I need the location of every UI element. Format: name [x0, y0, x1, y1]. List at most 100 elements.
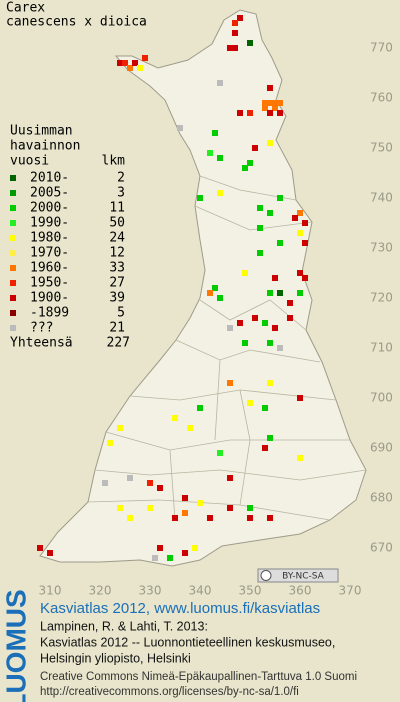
occurrence-square [212, 130, 218, 136]
legend-count: 27 [109, 276, 125, 291]
occurrence-square [197, 405, 203, 411]
occurrence-square [242, 340, 248, 346]
legend-swatch [10, 325, 16, 331]
occurrence-square [182, 550, 188, 556]
occurrence-square [197, 500, 203, 506]
occurrence-square [267, 380, 273, 386]
occurrence-square [277, 290, 283, 296]
y-tick-label: 760 [370, 91, 393, 105]
occurrence-square [292, 215, 298, 221]
occurrence-square [157, 485, 163, 491]
license-badge-text: BY-NC-SA [282, 572, 325, 582]
occurrence-square [262, 445, 268, 451]
legend-swatch [10, 250, 16, 256]
y-tick-label: 750 [370, 141, 393, 155]
occurrence-square [182, 495, 188, 501]
occurrence-square [247, 515, 253, 521]
occurrence-square [267, 85, 273, 91]
legend-label: 2010- [30, 171, 69, 186]
occurrence-square [277, 345, 283, 351]
occurrence-square [147, 480, 153, 486]
occurrence-square [247, 400, 253, 406]
occurrence-square [267, 290, 273, 296]
occurrence-square [227, 505, 233, 511]
legend-count: 21 [109, 321, 125, 336]
legend-swatch [10, 280, 16, 286]
y-tick-label: 720 [370, 291, 393, 305]
title-line: canescens x dioica [6, 15, 147, 30]
occurrence-square [102, 480, 108, 486]
region-borders [87, 175, 367, 521]
license-line: Creative Commons Nimeä-Epäkaupallinen-Ta… [40, 671, 357, 683]
y-tick-label: 710 [370, 341, 393, 355]
legend-heading: Uusimman [10, 124, 73, 139]
legend-heading: havainnon [10, 139, 80, 154]
legend-swatch [10, 295, 16, 301]
occurrence-square [227, 475, 233, 481]
x-tick-label: 370 [339, 584, 362, 598]
legend-swatch [10, 235, 16, 241]
occurrence-square [192, 545, 198, 551]
legend-label: -1899 [30, 306, 69, 321]
occurrence-square [132, 60, 138, 66]
cc-icon [260, 570, 272, 581]
citation-line: Kasviatlas 2012 -- Luonnontieteellinen k… [40, 635, 335, 649]
legend-count: 50 [109, 216, 125, 231]
occurrence-square [217, 155, 223, 161]
occurrence-square [257, 225, 263, 231]
occurrence-square [237, 320, 243, 326]
occurrence-square [217, 295, 223, 301]
legend-heading: vuosi [10, 154, 49, 169]
x-tick-label: 350 [239, 584, 262, 598]
occurrence-square [217, 450, 223, 456]
legend-swatch [10, 310, 16, 316]
occurrence-square [287, 315, 293, 321]
occurrence-square [237, 15, 243, 21]
footer-link[interactable]: Kasviatlas 2012, www.luomus.fi/kasviatla… [40, 600, 320, 617]
legend-label: 1950- [30, 276, 69, 291]
y-tick-label: 670 [370, 541, 393, 555]
occurrence-square [297, 395, 303, 401]
occurrence-square [122, 60, 128, 66]
y-tick-label: 740 [370, 191, 393, 205]
occurrence-square [267, 100, 273, 106]
occurrence-square [252, 145, 258, 151]
occurrence-square [267, 140, 273, 146]
occurrence-square [272, 100, 278, 106]
occurrence-square [227, 325, 233, 331]
legend-label: 1960- [30, 261, 69, 276]
occurrence-square [172, 515, 178, 521]
occurrence-square [47, 550, 53, 556]
legend-count: 11 [109, 201, 125, 216]
occurrence-square [187, 425, 193, 431]
occurrence-square [267, 110, 273, 116]
legend-swatch [10, 175, 16, 181]
occurrence-square [237, 110, 243, 116]
occurrence-square [267, 435, 273, 441]
legend-count-heading: lkm [102, 154, 126, 169]
occurrence-square [137, 65, 143, 71]
occurrence-square [217, 190, 223, 196]
occurrence-square [247, 160, 253, 166]
occurrence-square [247, 40, 253, 46]
occurrence-square [207, 290, 213, 296]
occurrence-square [247, 110, 253, 116]
legend-count: 2 [117, 171, 125, 186]
occurrence-square [142, 55, 148, 61]
legend-label: 2000- [30, 201, 69, 216]
occurrence-square [262, 405, 268, 411]
occurrence-square [227, 380, 233, 386]
x-tick-label: 330 [139, 584, 162, 598]
occurrence-square [127, 515, 133, 521]
occurrence-square [277, 100, 283, 106]
license-line: http://creativecommons.org/licenses/by-n… [40, 686, 299, 698]
legend-count: 12 [109, 246, 125, 261]
occurrence-square [302, 240, 308, 246]
occurrence-square [247, 505, 253, 511]
occurrence-square [302, 220, 308, 226]
legend-count: 24 [109, 231, 125, 246]
x-tick-label: 360 [289, 584, 312, 598]
legend-count: 39 [109, 291, 125, 306]
x-tick-label: 340 [189, 584, 212, 598]
